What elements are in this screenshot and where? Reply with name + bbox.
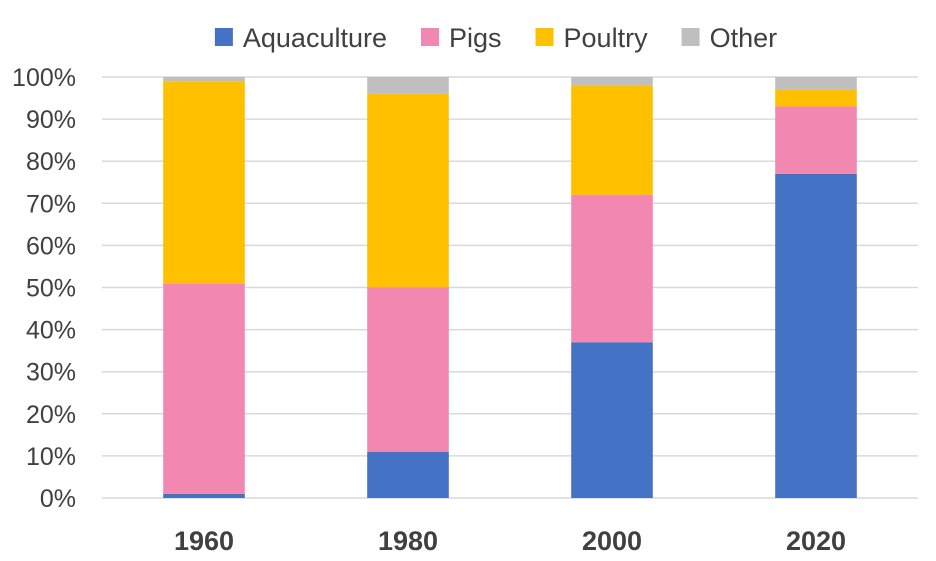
x-tick-label: 1980	[378, 526, 438, 556]
bar-poultry-1960	[163, 81, 245, 284]
bar-other-2020	[775, 77, 857, 90]
bar-other-1980	[367, 77, 449, 94]
y-tick-label: 60%	[26, 232, 76, 260]
y-tick-label: 10%	[26, 443, 76, 471]
y-tick-label: 30%	[26, 359, 76, 387]
legend: Aquaculture Pigs Poultry Other	[214, 23, 778, 53]
bar-other-1960	[163, 77, 245, 82]
legend-swatch-poultry	[535, 28, 554, 46]
bars	[163, 77, 857, 498]
legend-label-other: Other	[710, 23, 778, 53]
bar-other-2000	[571, 77, 653, 86]
y-tick-label: 20%	[26, 401, 76, 429]
bar-pigs-2020	[775, 106, 857, 174]
y-tick-label: 40%	[26, 317, 76, 345]
legend-swatch-aquaculture	[214, 28, 233, 46]
bar-aquaculture-1960	[163, 493, 245, 498]
y-tick-label: 50%	[26, 275, 76, 303]
bar-pigs-1960	[163, 283, 245, 494]
y-tick-label: 70%	[26, 190, 76, 218]
y-tick-label: 90%	[26, 106, 76, 134]
bar-aquaculture-2020	[775, 173, 857, 498]
legend-label-pigs: Pigs	[449, 23, 502, 53]
x-tick-label: 2000	[582, 526, 642, 556]
bar-aquaculture-1980	[367, 451, 449, 498]
legend-swatch-pigs	[421, 28, 439, 46]
bar-aquaculture-2000	[571, 342, 653, 498]
legend-label-poultry: Poultry	[564, 23, 649, 53]
legend-label-aquaculture: Aquaculture	[243, 23, 387, 53]
y-tick-label: 80%	[26, 148, 76, 176]
bar-poultry-1980	[367, 93, 449, 288]
y-axis: 0% 10% 20% 30% 40% 50% 60% 70% 80% 90% 100%	[12, 64, 76, 513]
x-tick-label: 1960	[174, 526, 234, 556]
bar-poultry-2020	[775, 89, 857, 107]
bar-pigs-1980	[367, 287, 449, 452]
legend-swatch-other	[681, 28, 700, 46]
bar-pigs-2000	[571, 194, 653, 343]
bar-poultry-2000	[571, 85, 653, 195]
y-tick-label: 100%	[12, 64, 76, 92]
x-axis: 1960 1980 2000 2020	[174, 526, 846, 556]
y-tick-label: 0%	[40, 485, 76, 513]
x-tick-label: 2020	[786, 526, 846, 556]
